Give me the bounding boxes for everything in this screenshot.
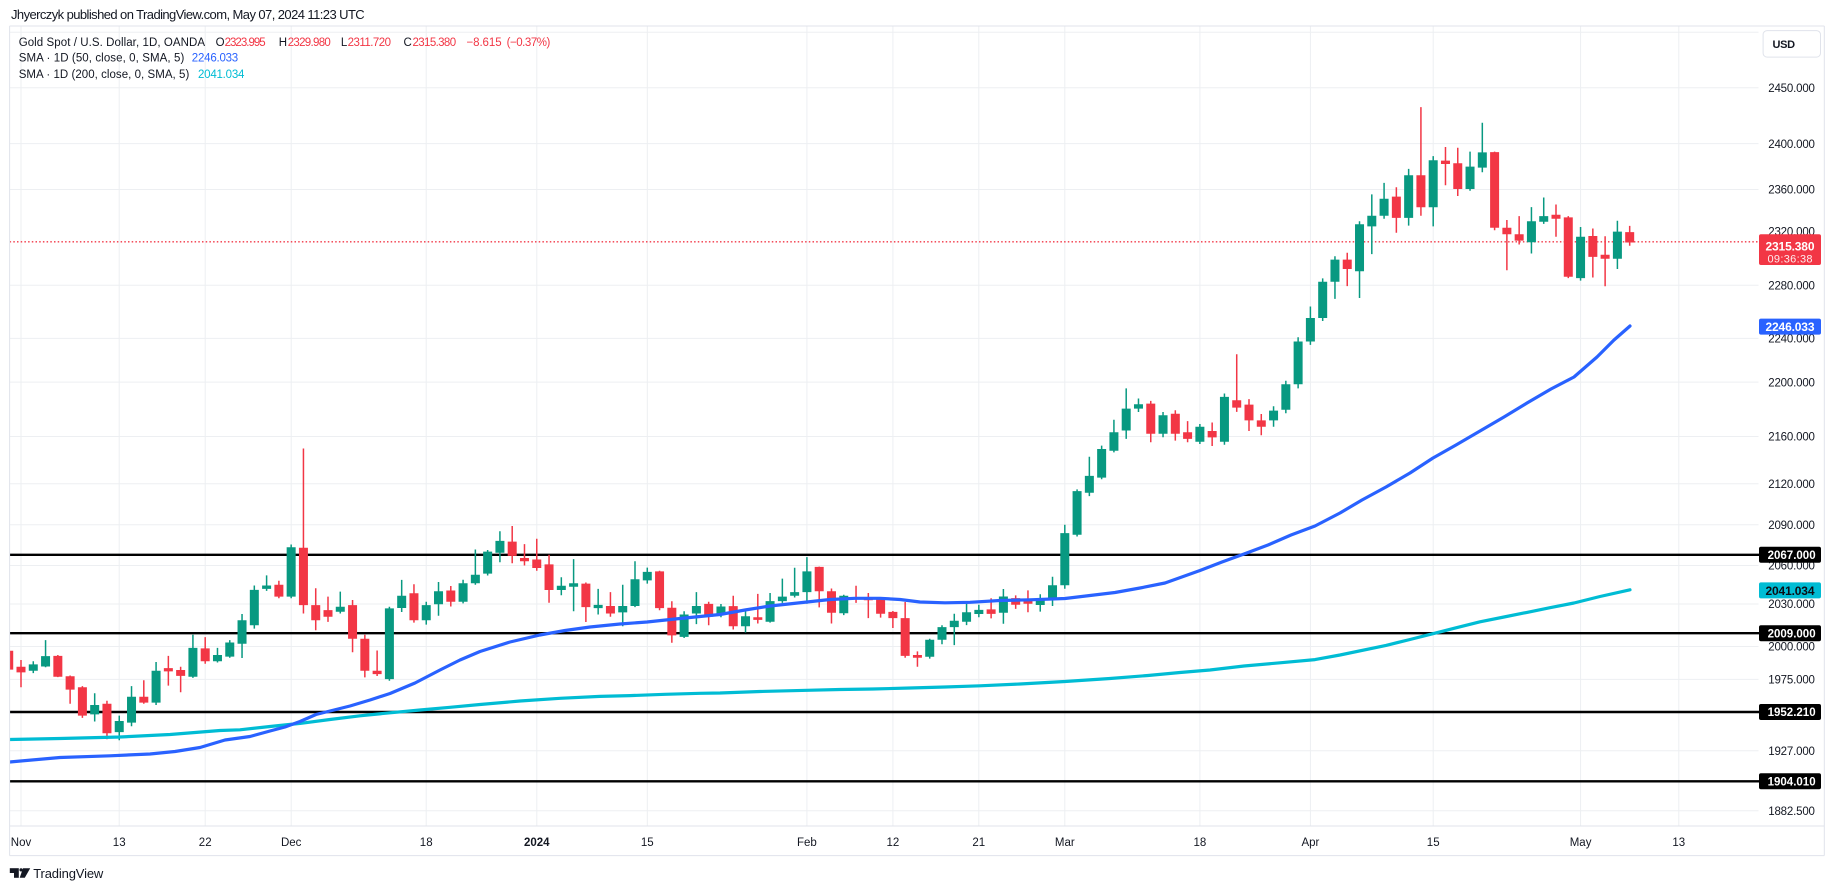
svg-text:2360.000: 2360.000	[1768, 185, 1815, 197]
svg-text:2246.033: 2246.033	[1766, 320, 1815, 334]
svg-text:2280.000: 2280.000	[1768, 281, 1815, 293]
svg-text:12: 12	[887, 837, 900, 849]
svg-text:1952.210: 1952.210	[1768, 707, 1816, 719]
svg-text:2060.000: 2060.000	[1768, 561, 1815, 573]
svg-text:SMA · 1D (50, close, 0, SMA, 5: SMA · 1D (50, close, 0, SMA, 5)	[19, 52, 185, 64]
svg-text:2311.720: 2311.720	[348, 37, 391, 49]
svg-text:Dec: Dec	[281, 837, 302, 849]
svg-text:Nov: Nov	[11, 837, 32, 849]
svg-text:13: 13	[113, 837, 126, 849]
svg-text:L: L	[341, 37, 348, 49]
svg-text:15: 15	[1427, 837, 1440, 849]
svg-text:2067.000: 2067.000	[1768, 550, 1816, 562]
svg-text:2400.000: 2400.000	[1768, 139, 1815, 151]
svg-text:May: May	[1570, 837, 1592, 849]
svg-text:1882.500: 1882.500	[1768, 806, 1815, 818]
svg-text:15: 15	[641, 837, 654, 849]
svg-text:Jhyerczyk published on Trading: Jhyerczyk published on TradingView.com, …	[11, 7, 365, 22]
svg-text:H: H	[279, 37, 287, 49]
svg-text:18: 18	[420, 837, 433, 849]
svg-text:2000.000: 2000.000	[1768, 642, 1815, 654]
svg-text:2315.380: 2315.380	[1766, 240, 1815, 254]
svg-text:2041.034: 2041.034	[1766, 584, 1815, 598]
svg-text:USD: USD	[1773, 39, 1796, 51]
svg-text:2009.000: 2009.000	[1768, 628, 1816, 640]
svg-text:09:36:38: 09:36:38	[1768, 254, 1813, 266]
svg-text:2315.380: 2315.380	[413, 37, 457, 49]
svg-text:SMA · 1D (200, close, 0, SMA,: SMA · 1D (200, close, 0, SMA, 5)	[19, 69, 190, 81]
svg-text:2024: 2024	[524, 837, 550, 849]
svg-text:2323.995: 2323.995	[225, 37, 266, 49]
svg-text:18: 18	[1194, 837, 1207, 849]
svg-text:13: 13	[1672, 837, 1685, 849]
svg-text:2120.000: 2120.000	[1768, 479, 1815, 491]
svg-text:Gold Spot / U.S. Dollar, 1D, O: Gold Spot / U.S. Dollar, 1D, OANDA	[19, 37, 206, 49]
svg-text:C: C	[404, 37, 412, 49]
svg-text:2246.033: 2246.033	[192, 52, 238, 64]
svg-text:2200.000: 2200.000	[1768, 377, 1815, 389]
svg-text:Mar: Mar	[1055, 837, 1075, 849]
svg-text:1927.000: 1927.000	[1768, 746, 1815, 758]
svg-text:22: 22	[199, 837, 212, 849]
svg-text:(−0.37%): (−0.37%)	[507, 37, 551, 49]
svg-text:2329.980: 2329.980	[288, 37, 331, 49]
svg-text:TradingView: TradingView	[33, 866, 104, 881]
svg-text:2041.034: 2041.034	[198, 69, 245, 81]
svg-text:−8.615: −8.615	[467, 37, 502, 49]
svg-text:2450.000: 2450.000	[1768, 83, 1815, 95]
svg-text:2030.000: 2030.000	[1768, 599, 1815, 611]
svg-text:1975.000: 1975.000	[1768, 675, 1815, 687]
svg-text:21: 21	[972, 837, 985, 849]
svg-text:1904.010: 1904.010	[1768, 777, 1816, 789]
svg-text:Feb: Feb	[797, 837, 817, 849]
svg-text:O: O	[216, 37, 225, 49]
svg-text:2090.000: 2090.000	[1768, 520, 1815, 532]
svg-text:2160.000: 2160.000	[1768, 432, 1815, 444]
svg-text:2240.000: 2240.000	[1768, 334, 1815, 346]
svg-text:Apr: Apr	[1301, 837, 1319, 849]
